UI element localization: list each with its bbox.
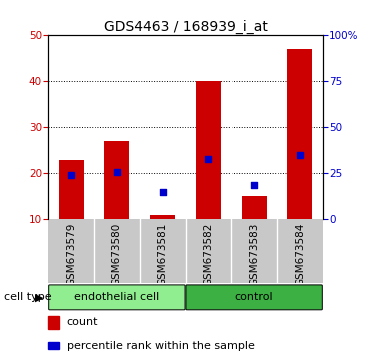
- Point: [297, 152, 303, 158]
- Point: [68, 172, 74, 178]
- Bar: [59, 160, 84, 219]
- Text: GSM673582: GSM673582: [203, 223, 213, 286]
- Point: [206, 156, 211, 161]
- Bar: [48, 316, 59, 329]
- Text: percentile rank within the sample: percentile rank within the sample: [67, 341, 255, 350]
- Text: ▶: ▶: [35, 292, 44, 302]
- Text: GSM673581: GSM673581: [158, 223, 168, 286]
- Point: [114, 169, 120, 175]
- Bar: [104, 141, 129, 219]
- Title: GDS4463 / 168939_i_at: GDS4463 / 168939_i_at: [104, 20, 267, 34]
- Point: [160, 189, 165, 195]
- Text: GSM673584: GSM673584: [295, 223, 305, 286]
- Text: cell type: cell type: [4, 292, 51, 302]
- Text: control: control: [235, 292, 273, 302]
- Bar: [150, 215, 175, 219]
- Bar: [48, 342, 59, 349]
- FancyBboxPatch shape: [49, 285, 185, 310]
- Text: endothelial cell: endothelial cell: [74, 292, 160, 302]
- Text: GSM673580: GSM673580: [112, 223, 122, 286]
- Text: GSM673583: GSM673583: [249, 223, 259, 286]
- Text: GSM673579: GSM673579: [66, 223, 76, 286]
- Point: [251, 182, 257, 187]
- Text: count: count: [67, 317, 98, 327]
- Bar: [287, 49, 312, 219]
- Bar: [196, 81, 221, 219]
- FancyBboxPatch shape: [186, 285, 322, 310]
- Bar: [242, 196, 267, 219]
